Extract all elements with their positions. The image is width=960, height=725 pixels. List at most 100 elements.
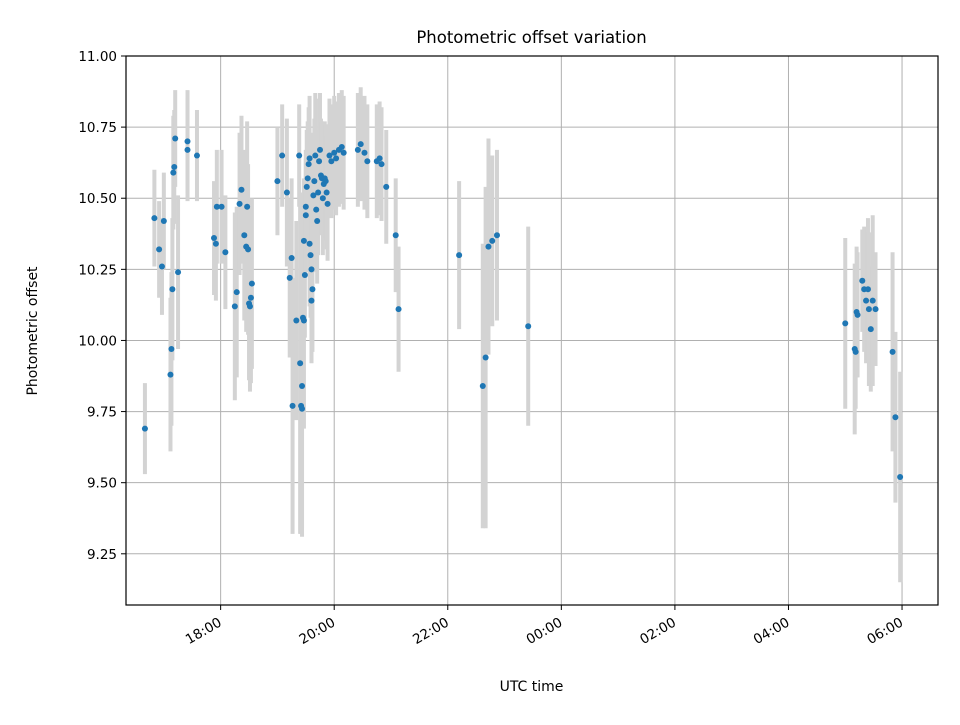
- data-point: [322, 178, 329, 185]
- data-point: [525, 323, 532, 330]
- data-point: [493, 232, 500, 239]
- data-point: [310, 192, 317, 199]
- data-point: [296, 152, 303, 159]
- data-point: [274, 178, 281, 185]
- data-point: [340, 149, 347, 156]
- data-point: [869, 297, 876, 304]
- data-point: [456, 252, 463, 259]
- data-point: [889, 348, 896, 355]
- data-point: [306, 155, 313, 162]
- data-point: [279, 152, 286, 159]
- data-point: [245, 246, 252, 253]
- x-tick-label: 06:00: [864, 615, 906, 648]
- data-point: [300, 237, 307, 244]
- data-point: [865, 306, 872, 313]
- data-point: [376, 155, 383, 162]
- data-point: [236, 200, 243, 207]
- data-point: [305, 161, 312, 168]
- data-point: [892, 414, 899, 421]
- data-point: [867, 326, 874, 333]
- data-point: [301, 272, 308, 279]
- data-point: [864, 286, 871, 293]
- data-point: [246, 303, 253, 310]
- data-point: [309, 286, 316, 293]
- data-point: [300, 317, 307, 324]
- data-point: [288, 254, 295, 261]
- data-point: [312, 152, 319, 159]
- data-point: [297, 360, 304, 367]
- data-point: [852, 348, 859, 355]
- data-point: [248, 280, 255, 287]
- data-point: [315, 189, 322, 196]
- x-tick-label: 00:00: [524, 615, 566, 648]
- data-point: [184, 146, 191, 153]
- data-point: [859, 277, 866, 284]
- data-point: [299, 405, 306, 412]
- data-point: [241, 232, 248, 239]
- data-point: [338, 144, 345, 151]
- data-point: [211, 235, 218, 242]
- data-point: [354, 146, 361, 153]
- data-point: [308, 297, 315, 304]
- data-point: [289, 402, 296, 409]
- x-axis-label: UTC time: [500, 679, 564, 695]
- data-point: [316, 158, 323, 165]
- data-point: [304, 175, 311, 182]
- data-point: [324, 200, 331, 207]
- data-point: [244, 203, 251, 210]
- data-point: [897, 473, 904, 480]
- data-point: [854, 311, 861, 318]
- data-point: [306, 240, 313, 247]
- data-point-layer: [141, 135, 904, 480]
- data-point: [247, 294, 254, 301]
- x-tick-label: 22:00: [410, 615, 452, 648]
- y-axis-label: Photometric offset: [25, 266, 41, 396]
- data-point: [167, 371, 174, 378]
- data-point: [323, 189, 330, 196]
- data-point: [299, 382, 306, 389]
- y-tick-label: 9.75: [87, 405, 117, 421]
- grid-layer: [126, 55, 938, 605]
- data-point: [170, 169, 177, 176]
- data-point: [213, 203, 220, 210]
- data-point: [872, 306, 879, 313]
- data-point: [218, 203, 225, 210]
- x-tick-label: 20:00: [297, 615, 339, 648]
- data-point: [313, 206, 320, 213]
- data-point: [302, 212, 309, 219]
- data-point: [141, 425, 148, 432]
- data-point: [317, 146, 324, 153]
- data-point: [319, 195, 326, 202]
- data-point: [308, 266, 315, 273]
- data-point: [392, 232, 399, 239]
- data-point: [314, 217, 321, 224]
- data-point: [168, 345, 175, 352]
- data-point: [328, 158, 335, 165]
- y-tick-label: 10.00: [78, 333, 117, 349]
- data-point: [193, 152, 200, 159]
- axis-layer: 18:00 20:00 22:00 00:00 02:00 04:00 06:00 9.25 9…: [78, 49, 939, 648]
- data-point: [479, 382, 486, 389]
- y-tick-label: 9.25: [87, 547, 117, 563]
- data-point: [383, 183, 390, 190]
- data-point: [842, 320, 849, 327]
- data-point: [485, 243, 492, 250]
- data-point: [333, 155, 340, 162]
- plot-frame: [125, 55, 939, 606]
- data-point: [184, 138, 191, 145]
- data-point: [160, 217, 167, 224]
- data-point: [361, 149, 368, 156]
- data-point: [212, 240, 219, 247]
- data-point: [489, 237, 496, 244]
- data-point: [158, 263, 165, 270]
- data-point: [283, 189, 290, 196]
- chart-title: Photometric offset variation: [416, 28, 646, 47]
- data-point: [222, 249, 229, 256]
- data-point: [175, 269, 182, 276]
- y-tick-label: 10.25: [78, 262, 117, 278]
- y-tick-label: 9.50: [87, 476, 117, 492]
- data-point: [302, 203, 309, 210]
- data-point: [156, 246, 163, 253]
